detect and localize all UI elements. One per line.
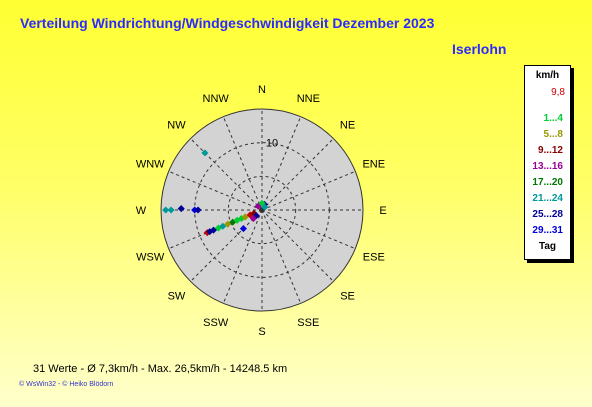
grid-spoke — [261, 116, 302, 211]
wind-point — [162, 206, 170, 214]
wind-point — [249, 215, 257, 223]
grid-ring — [227, 175, 297, 245]
legend-entry: 17...20 — [532, 177, 563, 188]
direction-label-wnw: WNW — [136, 159, 165, 171]
direction-label-ene: ENE — [362, 159, 385, 171]
direction-label-w: W — [136, 205, 147, 217]
grid-spoke — [261, 209, 302, 304]
legend-entry: 13...16 — [532, 161, 563, 172]
legend-unit: km/h — [535, 70, 560, 81]
grid-spoke — [190, 209, 263, 282]
direction-label-sse: SSE — [297, 317, 319, 329]
wind-point — [239, 225, 247, 233]
direction-label-s: S — [258, 326, 265, 338]
credits: © WsWin32 - © Heiko Blödorn — [19, 381, 114, 388]
legend-max-value: 9,8 — [551, 87, 565, 98]
legend-entry: 25...28 — [532, 209, 563, 220]
radial-tick-label: 10 — [266, 138, 278, 150]
wind-point — [201, 149, 209, 157]
legend-entry: 21...24 — [532, 193, 563, 204]
station-name: Iserlohn — [452, 41, 507, 57]
grid-spoke — [261, 209, 356, 250]
legend-entry: 9...12 — [537, 145, 563, 156]
grid-spoke — [190, 138, 263, 211]
direction-label-ne: NE — [340, 119, 355, 131]
wind-point — [194, 206, 202, 214]
direction-label-nnw: NNW — [203, 93, 230, 105]
direction-label-sw: SW — [168, 291, 186, 303]
direction-label-wsw: WSW — [136, 251, 165, 263]
grid-spoke — [168, 170, 263, 211]
grid-spoke — [261, 170, 356, 211]
wind-point — [258, 199, 266, 207]
direction-label-nne: NNE — [297, 93, 320, 105]
direction-label-se: SE — [340, 291, 355, 303]
legend-entry: 29...31 — [532, 225, 563, 236]
direction-labels: N NNE NE ENE E ESE SE SSE S SSW SW WSW W WNW NW NNW 10 — [136, 84, 387, 338]
legend: km/h 9,8 1...4 5...8 9...12 13...16 17..… — [524, 65, 571, 260]
grid-spoke — [222, 116, 263, 211]
grid-spoke — [261, 209, 334, 282]
grid-spoke — [222, 209, 263, 304]
direction-label-nw: NW — [167, 119, 186, 131]
direction-label-ese: ESE — [363, 251, 385, 263]
chart-title: Verteilung Windrichtung/Windgeschwindigk… — [20, 15, 435, 31]
legend-entry: 1...4 — [543, 113, 563, 124]
direction-label-e: E — [379, 205, 386, 217]
legend-day-label: Tag — [538, 241, 557, 252]
polar-grid — [160, 108, 364, 312]
legend-entry: 5...8 — [543, 129, 563, 140]
wind-point — [167, 206, 175, 214]
grid-spoke — [261, 138, 334, 211]
direction-label-n: N — [258, 84, 266, 96]
direction-label-ssw: SSW — [203, 317, 229, 329]
wind-point — [177, 205, 185, 213]
summary-stats: 31 Werte - Ø 7,3km/h - Max. 26,5km/h - 1… — [33, 363, 288, 375]
grid-ring — [160, 108, 364, 312]
